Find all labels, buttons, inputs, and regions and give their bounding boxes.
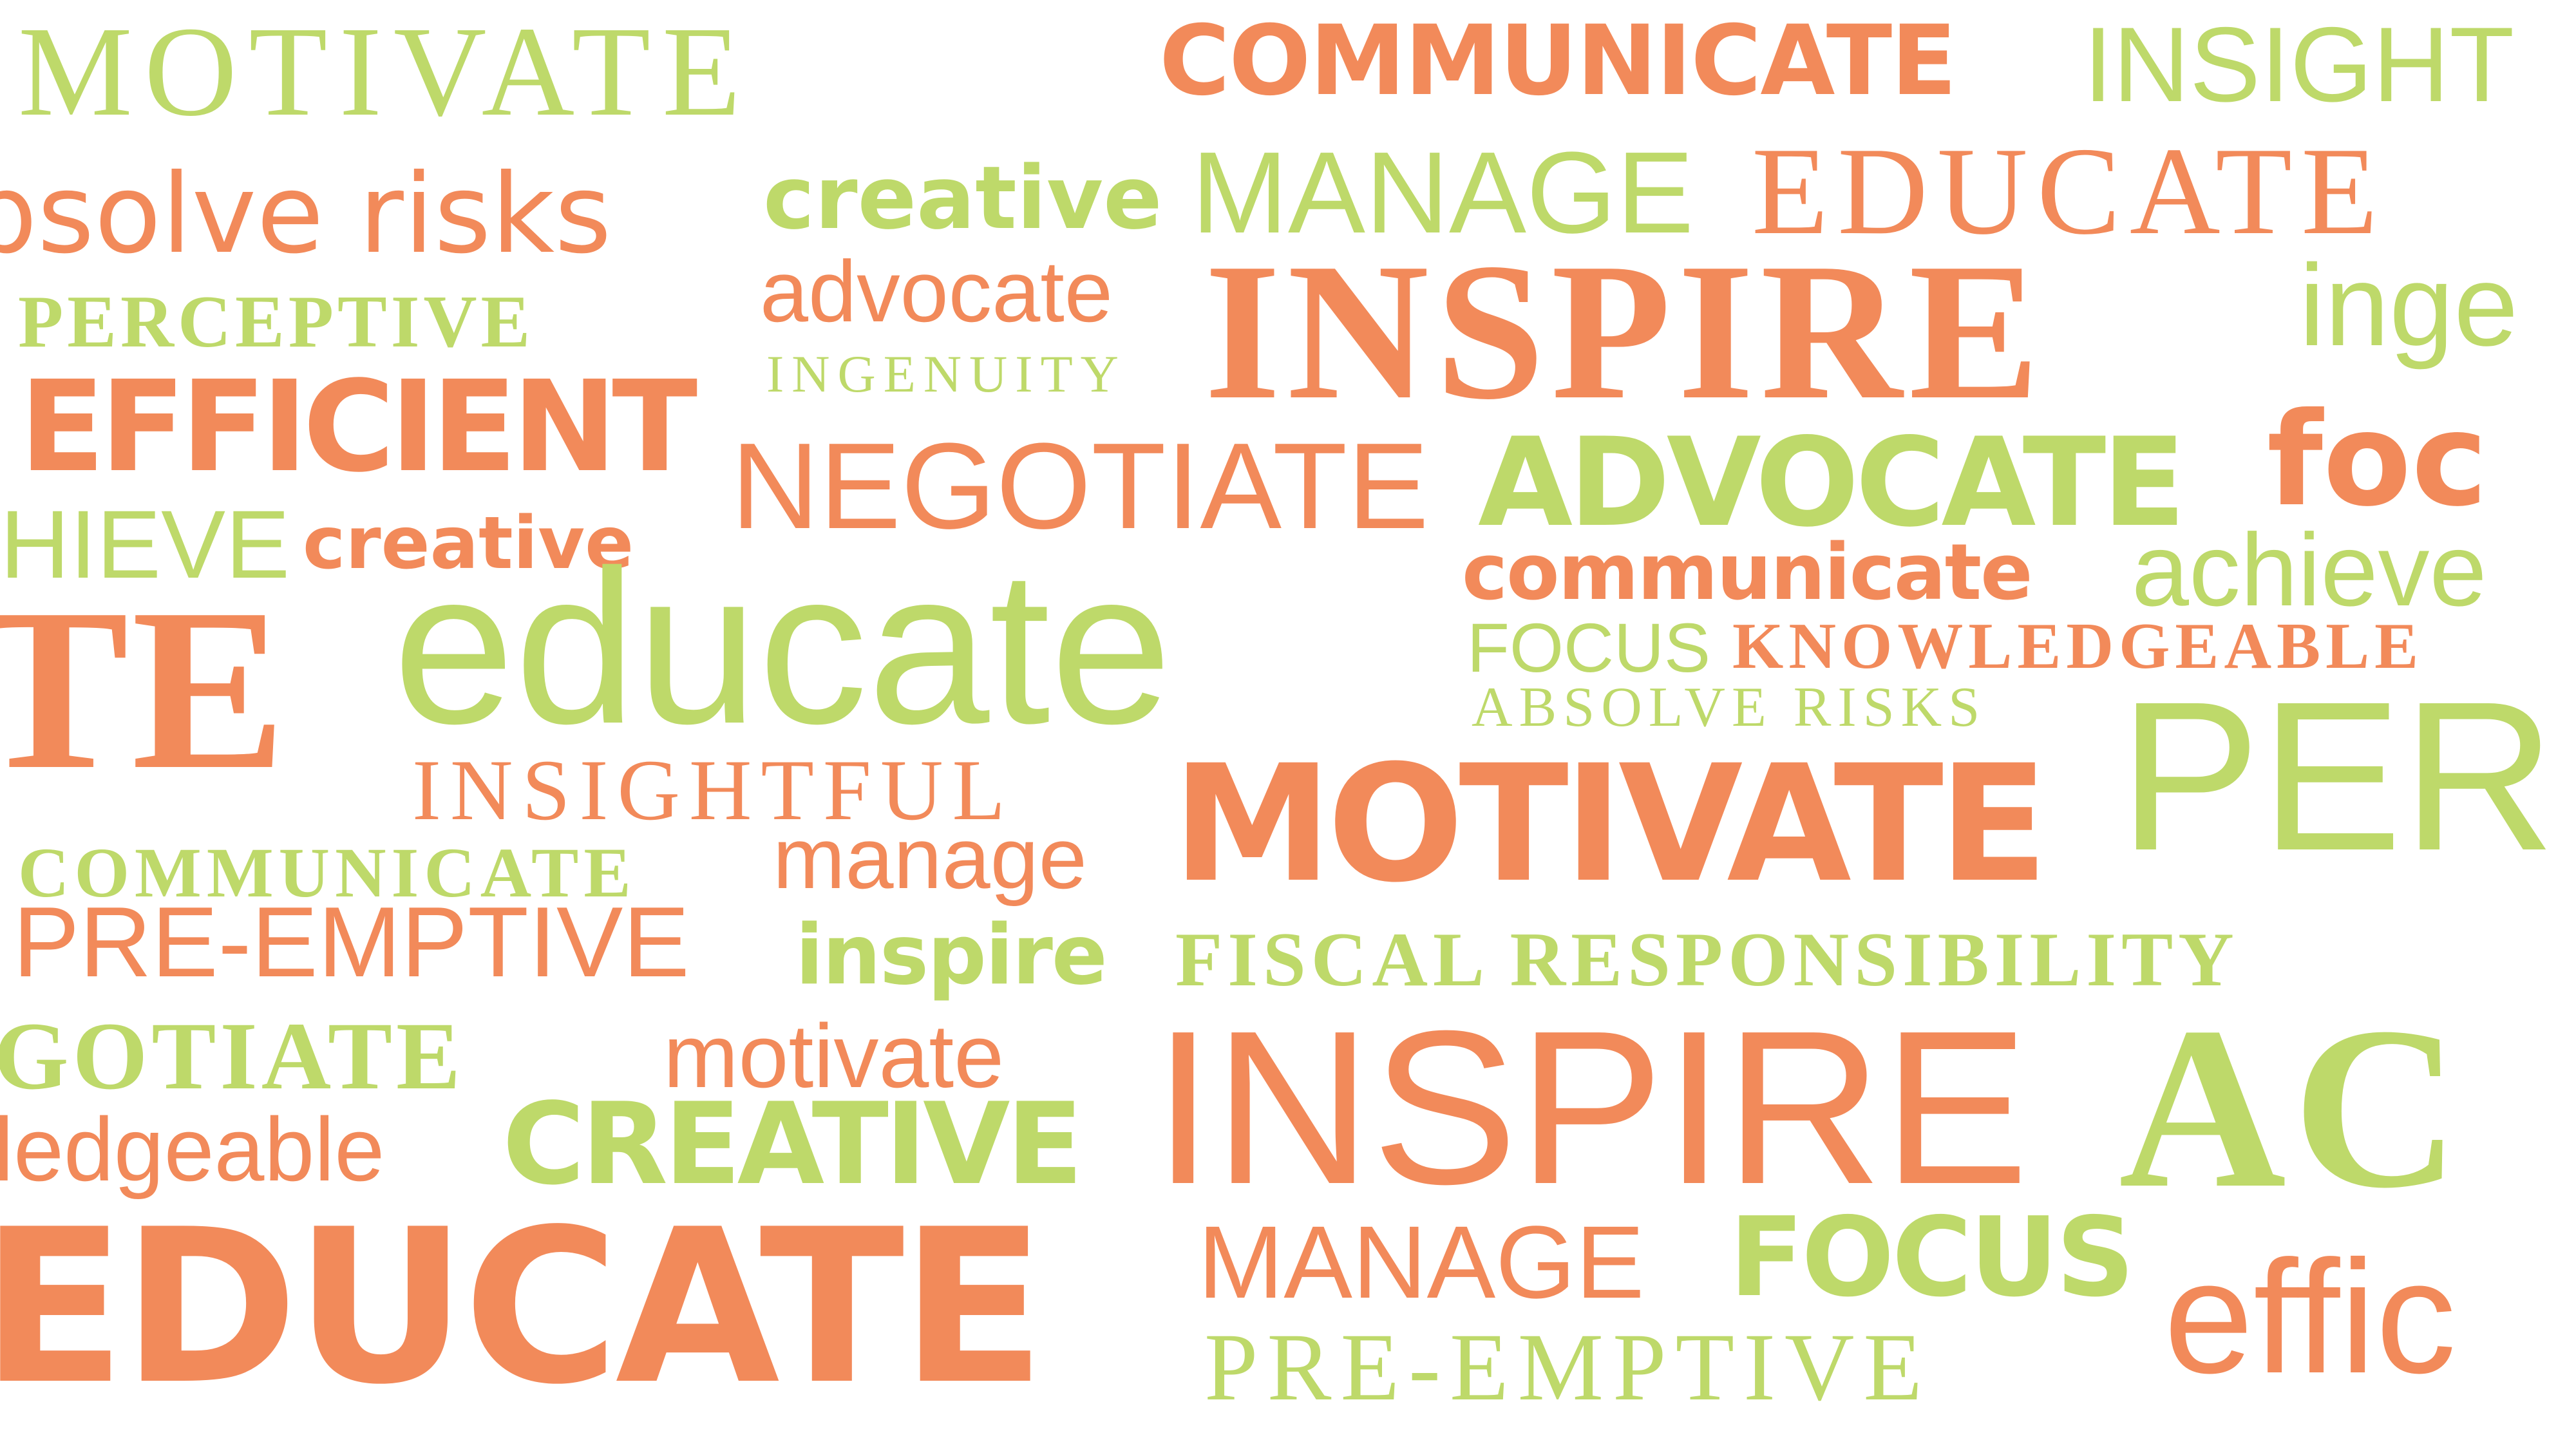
word-gotiate-green: GOTIATE: [0, 1003, 465, 1110]
word-pre-emptive-serif-green: PRE-EMPTIVE: [1204, 1314, 1931, 1421]
word-pre-emptive-orange: PRE-EMPTIVE: [13, 886, 690, 998]
word-ingenuity-green: INGENUITY: [766, 345, 1126, 403]
word-creative-orange: creative: [303, 502, 634, 585]
word-ac-green: AC: [2119, 979, 2467, 1236]
word-educate-large-orange: EDUCATE: [0, 1184, 1046, 1431]
word-foc-orange: foc: [2267, 385, 2488, 535]
word-manage-caps-orange: MANAGE: [1198, 1204, 1645, 1320]
word-educate-lower-green: educate: [393, 525, 1172, 770]
word-inge-green: inge: [2299, 241, 2519, 370]
word-insight-green: INSIGHT: [2083, 5, 2515, 124]
word-achieve-green: achieve: [2132, 512, 2487, 627]
word-per-green: PER: [2119, 657, 2556, 895]
word-te-orange: TE: [0, 560, 289, 817]
word-educate-serif-orange: EDUCATE: [1752, 122, 2387, 261]
word-inspire-large-orange: INSPIRE: [1153, 985, 2029, 1230]
word-communicate-orange: COMMUNICATE: [1159, 5, 1957, 117]
word-manage-green: MANAGE: [1191, 128, 1694, 258]
word-efficient-orange: EFFICIENT: [19, 354, 697, 500]
word-creative-green: creative: [763, 147, 1162, 249]
word-negotiate-orange: NEGOTIATE: [731, 418, 1429, 554]
word-perceptive-green: PERCEPTIVE: [18, 281, 535, 363]
word-insightful-orange: INSIGHTFUL: [412, 743, 1014, 838]
word-hieve-green: HIEVE: [0, 490, 290, 598]
word-focus-green: FOCUS: [1467, 609, 1710, 687]
word-advocate-orange: advocate: [760, 243, 1113, 340]
word-inspire-lower-green: inspire: [795, 907, 1108, 1003]
word-creative-caps-green: CREATIVE: [502, 1079, 1083, 1210]
word-knowledgeable-orange: KNOWLEDGEABLE: [1732, 610, 2424, 683]
word-absolve-risks-green: ABSOLVE RISKS: [1472, 676, 1987, 739]
word-absolve-risks-orange: bsolve risks: [0, 151, 612, 278]
word-motivate-caps-orange: MOTIVATE: [1172, 730, 2049, 918]
word-motivate-lower-orange: motivate: [663, 1005, 1005, 1106]
word-communicate-serif-green: COMMUNICATE: [18, 833, 636, 912]
word-inspire-serif-orange: INSPIRE: [1204, 222, 2047, 440]
word-advocate-caps-green: ADVOCATE: [1478, 412, 2186, 554]
word-focus-caps-green: FOCUS: [1729, 1194, 2135, 1321]
word-motivate-serif-green: MOTIVATE: [18, 1, 753, 143]
word-effic-orange: effic: [2164, 1227, 2456, 1406]
word-manage-lower-orange: manage: [773, 810, 1087, 907]
word-ledgeable-orange: ledgeable: [0, 1099, 385, 1200]
word-fiscal-responsibility-green: FISCAL RESPONSIBILITY: [1175, 916, 2239, 1002]
word-communicate-lower-orange: communicate: [1462, 528, 2033, 618]
